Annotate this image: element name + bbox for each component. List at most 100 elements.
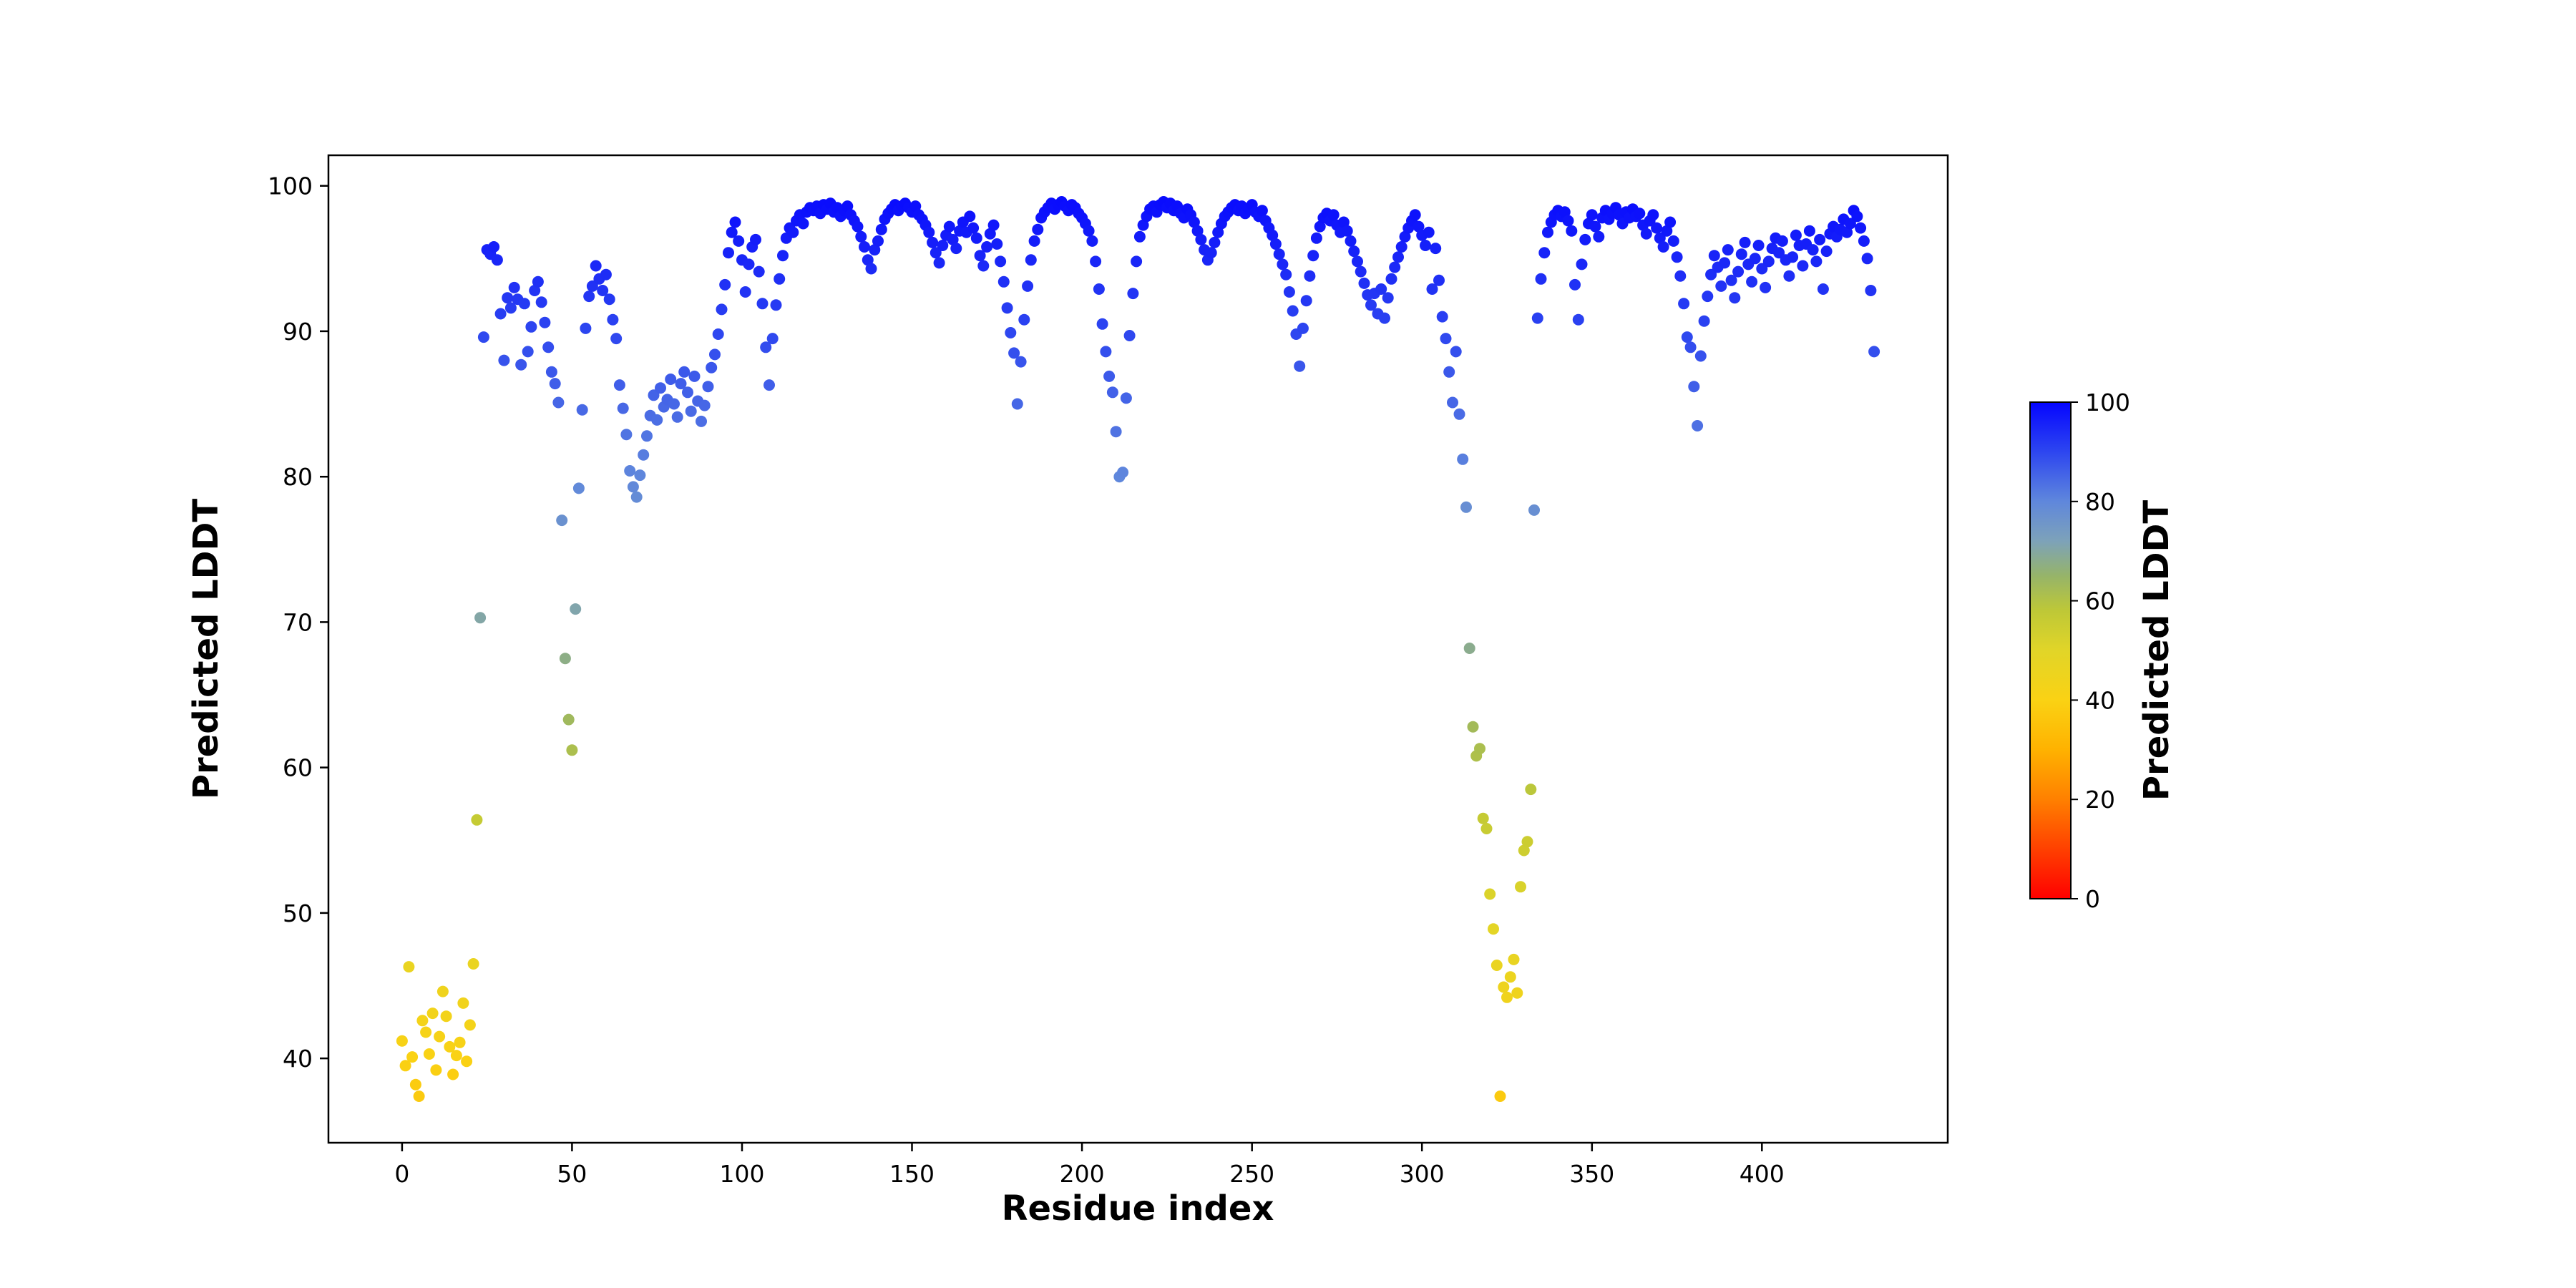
data-point [1093,283,1105,295]
data-point [743,258,755,270]
data-point [678,366,691,378]
data-point [1365,299,1377,311]
x-tick-label: 250 [1229,1160,1274,1188]
data-point [1395,241,1407,253]
data-point [937,240,949,251]
data-point [1746,275,1758,288]
data-point [586,280,598,292]
data-point [502,292,514,304]
data-point [981,241,993,253]
data-point [1810,255,1823,268]
data-point [1256,205,1268,217]
data-point [651,414,663,426]
data-point [1100,346,1112,358]
data-point [1467,721,1479,733]
data-point [1327,209,1340,221]
x-tick-label: 0 [394,1160,409,1188]
data-point [1433,274,1445,286]
colorbar-tick-label: 80 [2085,488,2115,516]
data-point [562,713,575,726]
data-point [997,275,1010,288]
data-point [620,429,633,441]
data-point [436,985,449,997]
data-point [399,1060,411,1072]
data-point [1341,225,1353,237]
data-point [763,379,775,391]
data-point [1488,923,1499,935]
data-point [1032,223,1044,235]
data-point [1749,253,1761,265]
data-point [1409,209,1421,221]
data-point [753,265,765,278]
data-point [1521,836,1533,848]
data-point [624,465,636,477]
y-tick-label: 100 [268,172,313,200]
data-point [1797,260,1809,272]
data-point [447,1068,459,1080]
x-tick-label: 300 [1400,1160,1445,1188]
data-point [1576,258,1588,270]
data-point [1348,245,1360,258]
data-point [1528,504,1540,516]
data-point [841,200,854,213]
data-point [760,341,772,353]
data-point [797,218,809,230]
data-point [1566,225,1578,237]
data-point [1379,312,1390,324]
data-point [1708,250,1720,262]
data-point [539,316,551,328]
data-point [1025,254,1037,266]
data-point [1651,222,1663,234]
data-point [774,273,786,285]
data-point [1803,225,1815,237]
data-point [777,250,789,262]
data-point [1304,270,1316,282]
data-point [1694,350,1707,362]
data-point [964,210,976,223]
data-point [529,285,541,296]
data-point [600,268,612,280]
colorbar-label: Predicted LDDT [2137,500,2177,801]
data-point [508,281,520,293]
data-point [930,247,942,259]
data-point [1307,250,1319,262]
data-point [770,299,782,311]
data-point [1542,226,1553,238]
data-point [467,958,479,970]
data-point [1117,467,1129,479]
data-point [723,247,734,259]
y-tick-label: 60 [283,754,313,782]
data-point [1103,370,1116,382]
data-point [474,612,487,624]
data-point [1498,981,1510,993]
y-axis-label: Predicted LDDT [186,499,226,800]
data-point [488,241,500,253]
data-point [1756,263,1768,275]
data-point [535,296,547,308]
data-point [756,298,769,310]
data-point [1729,292,1741,304]
data-point [1586,209,1598,221]
data-point [1501,991,1513,1003]
data-point [1664,216,1677,228]
data-point [1790,229,1802,241]
data-point [409,1078,421,1091]
data-point [733,235,745,247]
data-point [1807,244,1819,256]
data-point [1657,241,1669,253]
data-point [1209,236,1221,248]
data-point [1480,823,1493,834]
data-point [1674,270,1687,282]
data-point [638,449,650,461]
data-point [1589,220,1601,233]
colorbar-ticks: 0 20 40 60 80 100 [2071,389,2130,913]
data-point [852,220,864,233]
data-point [518,298,530,310]
data-point [1300,295,1312,307]
y-tick-label: 80 [283,463,313,491]
data-point [1382,292,1394,304]
data-point [1732,265,1745,278]
data-point [1841,226,1853,238]
data-point [525,321,537,333]
